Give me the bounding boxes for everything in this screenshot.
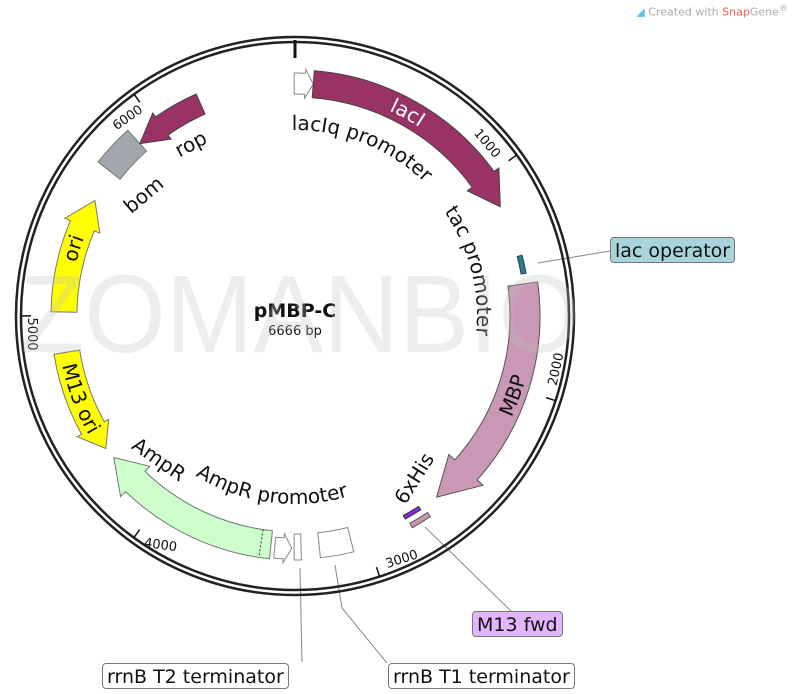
m13-fwd-leader <box>424 526 513 613</box>
tick-mark <box>508 154 518 162</box>
feature-label-bom: bom <box>119 171 168 218</box>
feature-lacI[interactable] <box>311 70 501 208</box>
lac-operator-leader <box>537 250 611 264</box>
plasmid-size: 6666 bp <box>268 324 322 339</box>
lac-operator-callout[interactable]: lac operator <box>610 237 736 263</box>
feature-m13-fwd[interactable] <box>402 505 422 520</box>
feature-mbp[interactable] <box>435 281 541 498</box>
snapgene-credit: ◢ Created with SnapGene® <box>636 3 788 19</box>
tick-label-4000: 4000 <box>143 536 178 555</box>
feature-lacIq-promoter[interactable] <box>293 67 314 101</box>
ampr-dashed-divider <box>258 529 264 558</box>
tick-mark <box>133 529 141 539</box>
rrnb-t2-terminator-callout[interactable]: rrnB T2 terminator <box>102 663 289 689</box>
tick-label-6000: 6000 <box>110 102 146 133</box>
feature-ori[interactable] <box>50 199 101 313</box>
rrnb-t2-leader <box>299 567 303 663</box>
feature-ampr-promoter[interactable] <box>273 531 293 565</box>
callout-lines <box>299 250 611 664</box>
feature-rrnb-t1-terminator[interactable] <box>317 526 355 559</box>
m13-fwd-callout[interactable]: M13 fwd <box>472 611 563 637</box>
tick-mark <box>545 396 556 402</box>
feature-rop[interactable] <box>138 93 206 145</box>
plasmid-name: pMBP-C <box>254 300 336 322</box>
tick-mark <box>375 566 381 577</box>
tick-label-5000: 5000 <box>24 317 39 350</box>
tick-label-2000: 2000 <box>546 352 568 387</box>
feature-rrnb-t2-terminator[interactable] <box>293 533 302 561</box>
feature-6xhis[interactable] <box>409 511 431 529</box>
tick-mark <box>133 93 141 103</box>
feature-m13-ori[interactable] <box>53 349 110 450</box>
feature-lac-operator[interactable] <box>516 254 527 275</box>
snapgene-logo-icon: ◢ <box>636 5 645 19</box>
backbone-outer-ring <box>14 35 576 597</box>
feature-ampr[interactable] <box>113 456 273 560</box>
feature-label-rop: rop <box>171 126 211 163</box>
feature-label-ampr-promoter: AmpR promoter <box>193 459 351 509</box>
feature-bom[interactable] <box>97 129 148 181</box>
feature-label-6xhis: 6xHis <box>389 448 439 508</box>
watermark: ZOMANBIO <box>20 253 580 376</box>
rrnb-t1-leader <box>334 564 388 664</box>
rrnb-t1-terminator-callout[interactable]: rrnB T1 terminator <box>388 663 575 689</box>
